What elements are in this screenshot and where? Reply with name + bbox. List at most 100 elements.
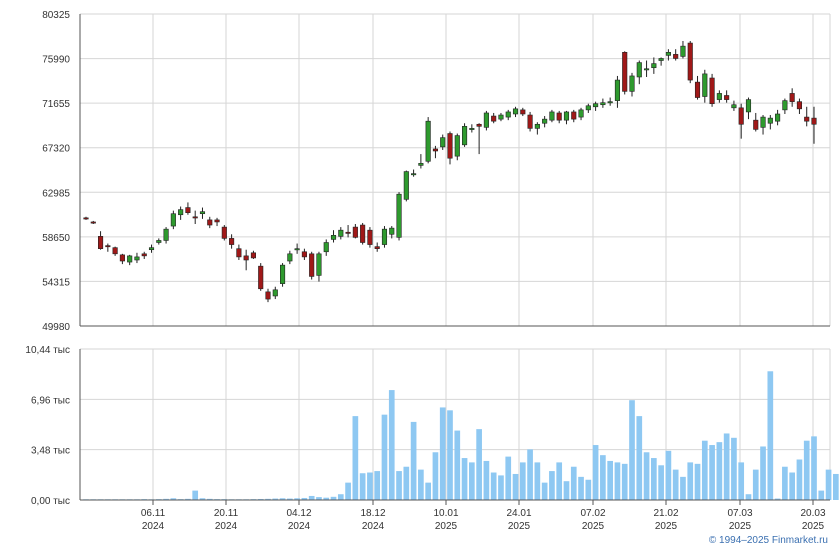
candle-body [367, 229, 373, 245]
candle-body [709, 77, 715, 105]
candle-body [687, 42, 693, 81]
candle-body [360, 224, 366, 243]
candle-body [425, 120, 431, 162]
volume-bar [592, 445, 599, 500]
candle-body [440, 137, 446, 148]
x-tick-label-year: 2025 [435, 521, 458, 532]
volume-bar [738, 462, 745, 500]
candle-body [214, 219, 220, 223]
candle-body [585, 105, 591, 111]
x-tick-label-date: 10.01 [433, 508, 458, 519]
candle-body [83, 217, 89, 220]
volume-bar [701, 440, 708, 500]
candle-body [673, 54, 679, 59]
volume-bar [549, 471, 555, 500]
volume-bar [345, 482, 351, 500]
candle-body [156, 240, 162, 243]
volume-bar [709, 445, 715, 500]
x-tick-label-date: 21.02 [653, 508, 678, 519]
candle-body [491, 115, 497, 122]
candle-body [651, 63, 657, 69]
candle-body [301, 251, 307, 258]
volume-y-tick-label: 0,00 тыс [31, 496, 70, 507]
volume-bar [796, 459, 803, 500]
candle-body [345, 231, 351, 234]
candle-body [665, 51, 671, 56]
candle-body [563, 111, 570, 121]
volume-y-tick-label: 3,48 тыс [31, 446, 70, 457]
volume-bar [534, 462, 541, 500]
volume-bar [716, 442, 723, 500]
volume-bar [752, 469, 759, 500]
candle-body [411, 173, 417, 176]
candle-body [90, 221, 96, 224]
candle-body [753, 119, 759, 130]
volume-bar [381, 414, 388, 500]
volume-bar [301, 497, 308, 500]
volume-bar [323, 497, 330, 500]
volume-bar [447, 410, 453, 500]
candle-body [258, 265, 264, 290]
volume-bar [731, 437, 737, 500]
candle-body [418, 163, 424, 166]
volume-y-tick-label: 6,96 тыс [31, 395, 70, 406]
candle-body [527, 114, 533, 129]
volume-bar [185, 498, 191, 500]
volume-bar [658, 465, 664, 500]
candle-body [469, 128, 475, 130]
candle-body [775, 113, 781, 122]
x-tick-label-year: 2024 [288, 521, 311, 532]
candle-body [119, 254, 125, 262]
price-y-tick-label: 75990 [42, 55, 70, 66]
candle-body [680, 45, 686, 57]
candle-body [542, 118, 548, 124]
candle-body [141, 253, 147, 257]
volume-bar [570, 466, 577, 500]
candle-body [607, 101, 613, 104]
candle-body [745, 99, 752, 113]
volume-bar [337, 494, 344, 500]
price-y-tick-label: 80325 [42, 10, 70, 21]
candle-body [112, 247, 118, 255]
volume-bar [294, 498, 300, 500]
candle-body [738, 107, 744, 125]
volume-bar [418, 469, 424, 500]
candle-body [229, 238, 235, 245]
candle-body [724, 95, 730, 100]
volume-bar [614, 462, 621, 500]
candle-body [432, 148, 438, 152]
candle-body [702, 73, 708, 97]
volume-bar [621, 463, 628, 500]
volume-bar [308, 495, 315, 500]
candle-body [127, 255, 133, 263]
candle-body [338, 229, 344, 237]
volume-bar [367, 472, 373, 500]
candle-body [330, 235, 337, 240]
volume-bar [279, 498, 286, 500]
candle-body [614, 79, 620, 101]
volume-bar [578, 476, 584, 500]
volume-bar [687, 462, 694, 500]
candle-body [265, 291, 271, 300]
candle-body [476, 123, 482, 127]
candle-body [571, 111, 577, 120]
volume-bar [672, 469, 679, 500]
volume-bar [760, 446, 766, 500]
candle-body [483, 112, 489, 128]
volume-bar [498, 475, 504, 500]
volume-bar [206, 498, 213, 500]
volume-bar [483, 460, 490, 500]
x-tick-label-date: 07.02 [580, 508, 605, 519]
candle-body [811, 117, 817, 125]
candle-body [789, 93, 795, 102]
price-y-tick-label: 67320 [42, 144, 70, 155]
price-y-tick-label: 58650 [42, 233, 70, 244]
volume-bar [403, 466, 410, 500]
candle-body [287, 253, 293, 262]
volume-bar [556, 462, 563, 500]
price-y-tick-label: 49980 [42, 322, 70, 333]
volume-bar [818, 490, 825, 500]
candle-body [549, 111, 555, 121]
candle-body [272, 289, 278, 297]
